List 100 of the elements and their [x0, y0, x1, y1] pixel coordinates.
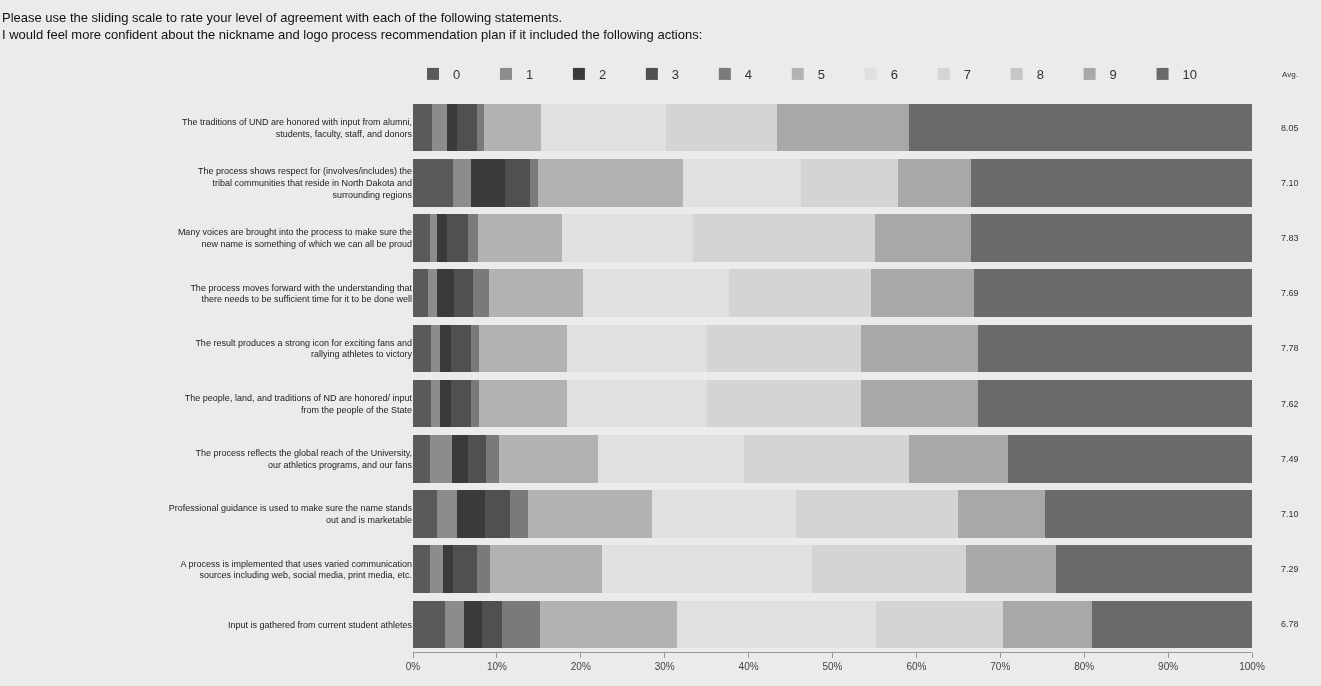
bar	[430, 379, 440, 428]
x-tick-label: 0%	[405, 661, 421, 672]
bar	[413, 490, 438, 538]
bar	[413, 159, 454, 207]
bar	[444, 600, 465, 649]
bar	[439, 324, 451, 373]
text: 7.83	[1281, 233, 1299, 243]
y-tick-label: The process reflects the global reach of the University, our athletics programs, and our fans	[195, 448, 413, 470]
bar	[777, 103, 909, 152]
text: 7.10	[1281, 509, 1299, 519]
bar	[453, 545, 477, 593]
bar	[908, 103, 1252, 152]
bar	[446, 103, 457, 152]
bar	[527, 490, 653, 538]
text: 7.78	[1281, 343, 1299, 353]
bar	[470, 159, 506, 207]
x-tick-label: 100%	[1239, 661, 1265, 672]
text: Avg.	[1282, 70, 1298, 79]
legend-label: 1	[525, 66, 534, 82]
bar	[978, 324, 1252, 373]
text: 6.78	[1281, 619, 1299, 629]
text: Please use the sliding scale to rate your level of agreement with each of the following statements.	[2, 10, 563, 25]
x-tick-label: 50%	[822, 661, 843, 672]
bar	[476, 103, 485, 152]
bar	[446, 214, 469, 262]
bar	[413, 214, 430, 262]
bar	[479, 379, 567, 428]
bar	[871, 269, 975, 317]
bar	[413, 269, 429, 317]
bar	[1044, 490, 1252, 538]
text: 7.62	[1281, 399, 1299, 409]
bar	[861, 324, 979, 373]
bar	[450, 379, 471, 428]
x-tick-label: 80%	[1074, 661, 1095, 672]
text: 7.69	[1281, 288, 1299, 298]
bar	[505, 159, 530, 207]
bar	[477, 214, 562, 262]
legend-label: 6	[890, 66, 898, 82]
bar	[479, 324, 567, 373]
bar	[958, 490, 1045, 538]
bar	[450, 324, 471, 373]
bar	[428, 269, 438, 317]
bar	[413, 324, 431, 373]
bar	[454, 269, 473, 317]
bar	[432, 103, 447, 152]
bar	[437, 269, 455, 317]
y-tick-label: Professional guidance is used to make sure the name stands out and is marketable	[168, 503, 413, 525]
bar	[539, 600, 678, 649]
bar	[538, 159, 684, 207]
text: 7.29	[1281, 564, 1299, 574]
text: 8.05	[1281, 123, 1299, 133]
bar	[970, 214, 1252, 262]
bar	[468, 214, 478, 262]
bar	[501, 600, 540, 649]
bar	[456, 103, 477, 152]
bar	[1091, 600, 1252, 649]
bar	[429, 545, 444, 593]
bar	[443, 545, 454, 593]
bar	[485, 435, 500, 483]
y-tick-label: The process shows respect for (involves/includes) the tribal communities that reside in North Dakota and surrounding regions	[197, 166, 413, 200]
legend-label: 0	[453, 66, 461, 82]
bar	[413, 545, 430, 593]
bar	[861, 379, 979, 428]
legend-label: 8	[1036, 66, 1044, 82]
legend-label: 7	[963, 66, 971, 82]
x-tick-label: 10%	[486, 661, 508, 672]
bar	[453, 159, 471, 207]
bar	[413, 600, 445, 649]
x-tick-label: 40%	[738, 661, 759, 672]
y-tick-label: Many voices are brought into the process to make sure the new name is something of which we can all be proud	[177, 227, 412, 249]
y-tick-label: Input is gathered from current student athletes	[227, 619, 413, 630]
bar	[467, 435, 486, 483]
bar	[430, 324, 440, 373]
chart-subtitle: I would feel more confident about the nickname and logo process recommendation plan if it included the following actions:	[2, 26, 703, 42]
bar	[974, 269, 1252, 317]
bar	[490, 545, 602, 593]
legend-label: 2	[598, 66, 607, 82]
bar	[452, 435, 468, 483]
bar	[908, 435, 1008, 483]
x-tick-label: 90%	[1158, 661, 1179, 672]
text: 7.10	[1281, 178, 1299, 188]
bar	[413, 379, 431, 428]
legend-label: 9	[1109, 66, 1117, 82]
bar	[484, 103, 542, 152]
y-tick-label: A process is implemented that uses varied communication sources including web, social media, print media, etc.	[180, 558, 412, 581]
x-tick-label: 70%	[990, 661, 1011, 672]
bar	[489, 269, 584, 317]
bar	[499, 435, 598, 483]
y-tick-label: The people, land, and traditions of ND are honored/ input from the people of the State	[184, 392, 413, 415]
bar	[970, 159, 1252, 207]
legend-label: 4	[744, 66, 753, 82]
bar	[472, 269, 490, 317]
bar	[413, 435, 430, 483]
x-tick-label: 20%	[570, 661, 591, 672]
bar	[965, 545, 1056, 593]
y-tick-label: The result produces a strong icon for exciting fans and rallying athletes to victory	[195, 337, 413, 360]
legend-label: 3	[671, 66, 680, 82]
bar	[429, 435, 453, 483]
bar	[413, 103, 433, 152]
bar	[1002, 600, 1092, 649]
